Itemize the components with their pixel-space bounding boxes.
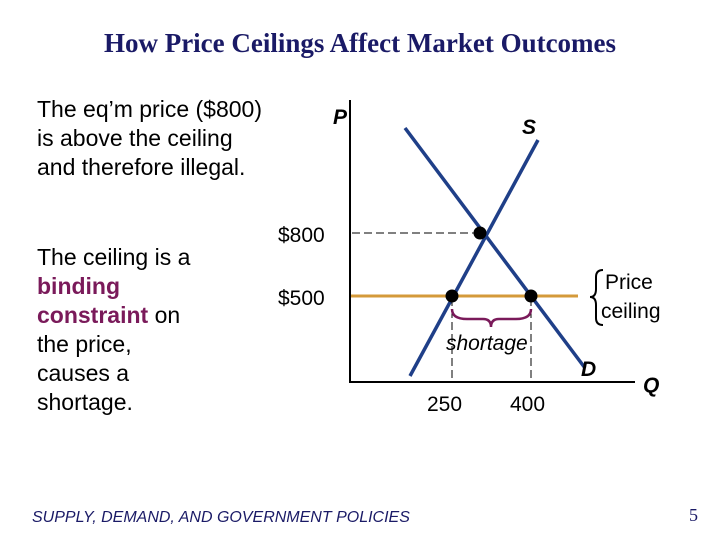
demand-curve bbox=[403, 126, 587, 370]
supply-curve bbox=[408, 139, 540, 377]
equilibrium-note: The eq’m price ($800) is above the ceili… bbox=[37, 96, 262, 180]
qty-demanded-label: 400 bbox=[510, 393, 545, 416]
binding-constraint-note: The ceiling is a binding constraint on t… bbox=[37, 243, 207, 417]
eq-price-label: $800 bbox=[278, 224, 325, 247]
shortage-label: shortage bbox=[446, 332, 528, 355]
price-axis-label: P bbox=[333, 106, 348, 129]
note-text-start: The ceiling is a bbox=[37, 244, 191, 270]
price-ceiling-caption-line1: Price bbox=[605, 271, 653, 294]
note-text-end: on the price, causes a shortage. bbox=[37, 302, 181, 415]
footer-text: SUPPLY, DEMAND, AND GOVERNMENT POLICIES bbox=[32, 509, 410, 526]
demand-label: D bbox=[581, 358, 596, 381]
slide-title: How Price Ceilings Affect Market Outcome… bbox=[103, 28, 617, 58]
shortage-brace bbox=[450, 308, 533, 328]
quantity-demanded-point bbox=[524, 289, 538, 303]
quantity-supplied-point bbox=[445, 289, 459, 303]
page-number: 5 bbox=[689, 505, 698, 525]
equilibrium-point bbox=[473, 226, 487, 240]
qty-supplied-label: 250 bbox=[427, 393, 462, 416]
ceiling-price-label: $500 bbox=[278, 287, 325, 310]
price-ceiling-brace bbox=[589, 269, 604, 326]
supply-label: S bbox=[522, 116, 536, 139]
quantity-axis-label: Q bbox=[643, 374, 659, 397]
price-ceiling-caption-line2: ceiling bbox=[601, 300, 661, 323]
binding-constraint-highlight: binding constraint bbox=[37, 273, 149, 328]
